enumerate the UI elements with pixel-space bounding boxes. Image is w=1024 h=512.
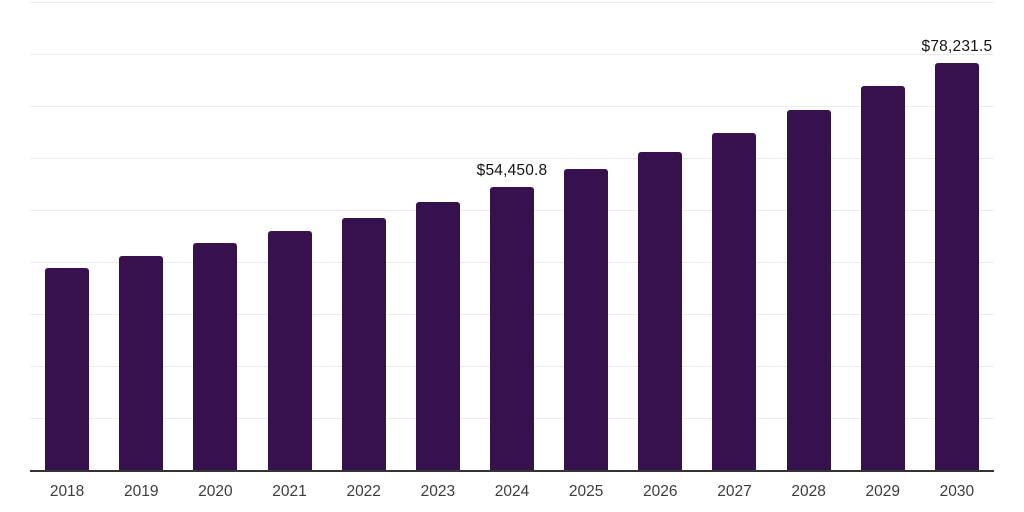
bar-2026	[638, 151, 683, 470]
x-tick-label-2029: 2029	[865, 483, 901, 500]
bar-2019	[119, 255, 164, 470]
bar-2022	[341, 218, 386, 470]
x-tick-label-2024: 2024	[494, 483, 530, 500]
gridline	[30, 54, 994, 55]
gridline	[30, 106, 994, 107]
bar-value-label-2030: $78,231.5	[921, 38, 993, 56]
x-tick-label-2021: 2021	[272, 483, 307, 500]
x-tick-label-2027: 2027	[717, 483, 752, 500]
x-tick-label-2028: 2028	[791, 483, 826, 500]
x-tick-label-2018: 2018	[49, 483, 85, 500]
x-tick-label-2019: 2019	[123, 483, 159, 500]
x-tick-label-2030: 2030	[939, 483, 975, 500]
bar-2030	[934, 63, 979, 470]
bar-2020	[193, 242, 238, 470]
bar-2023	[415, 201, 460, 470]
bar-2027	[712, 132, 757, 470]
x-tick-label-2020: 2020	[198, 483, 233, 500]
gridline	[30, 158, 994, 159]
plot-area: $54,450.8 $78,231.5	[30, 2, 994, 472]
bar-2025	[564, 169, 609, 470]
bar-2024	[490, 186, 534, 470]
x-axis-line	[30, 470, 994, 472]
bar-2028	[786, 110, 831, 470]
x-tick-label-2023: 2023	[420, 483, 456, 500]
bar-2018	[45, 267, 90, 470]
x-axis-labels: 2018 2019 2020 2021 2022 2023 2024 2025 2026 2027…	[30, 483, 994, 507]
bar-value-label-2024: $54,450.8	[476, 161, 548, 179]
bar-2021	[267, 231, 312, 470]
bar-2029	[860, 86, 905, 470]
gridline	[30, 2, 994, 3]
x-tick-label-2022: 2022	[346, 483, 381, 500]
x-tick-label-2025: 2025	[568, 483, 604, 500]
x-tick-label-2026: 2026	[643, 483, 678, 500]
